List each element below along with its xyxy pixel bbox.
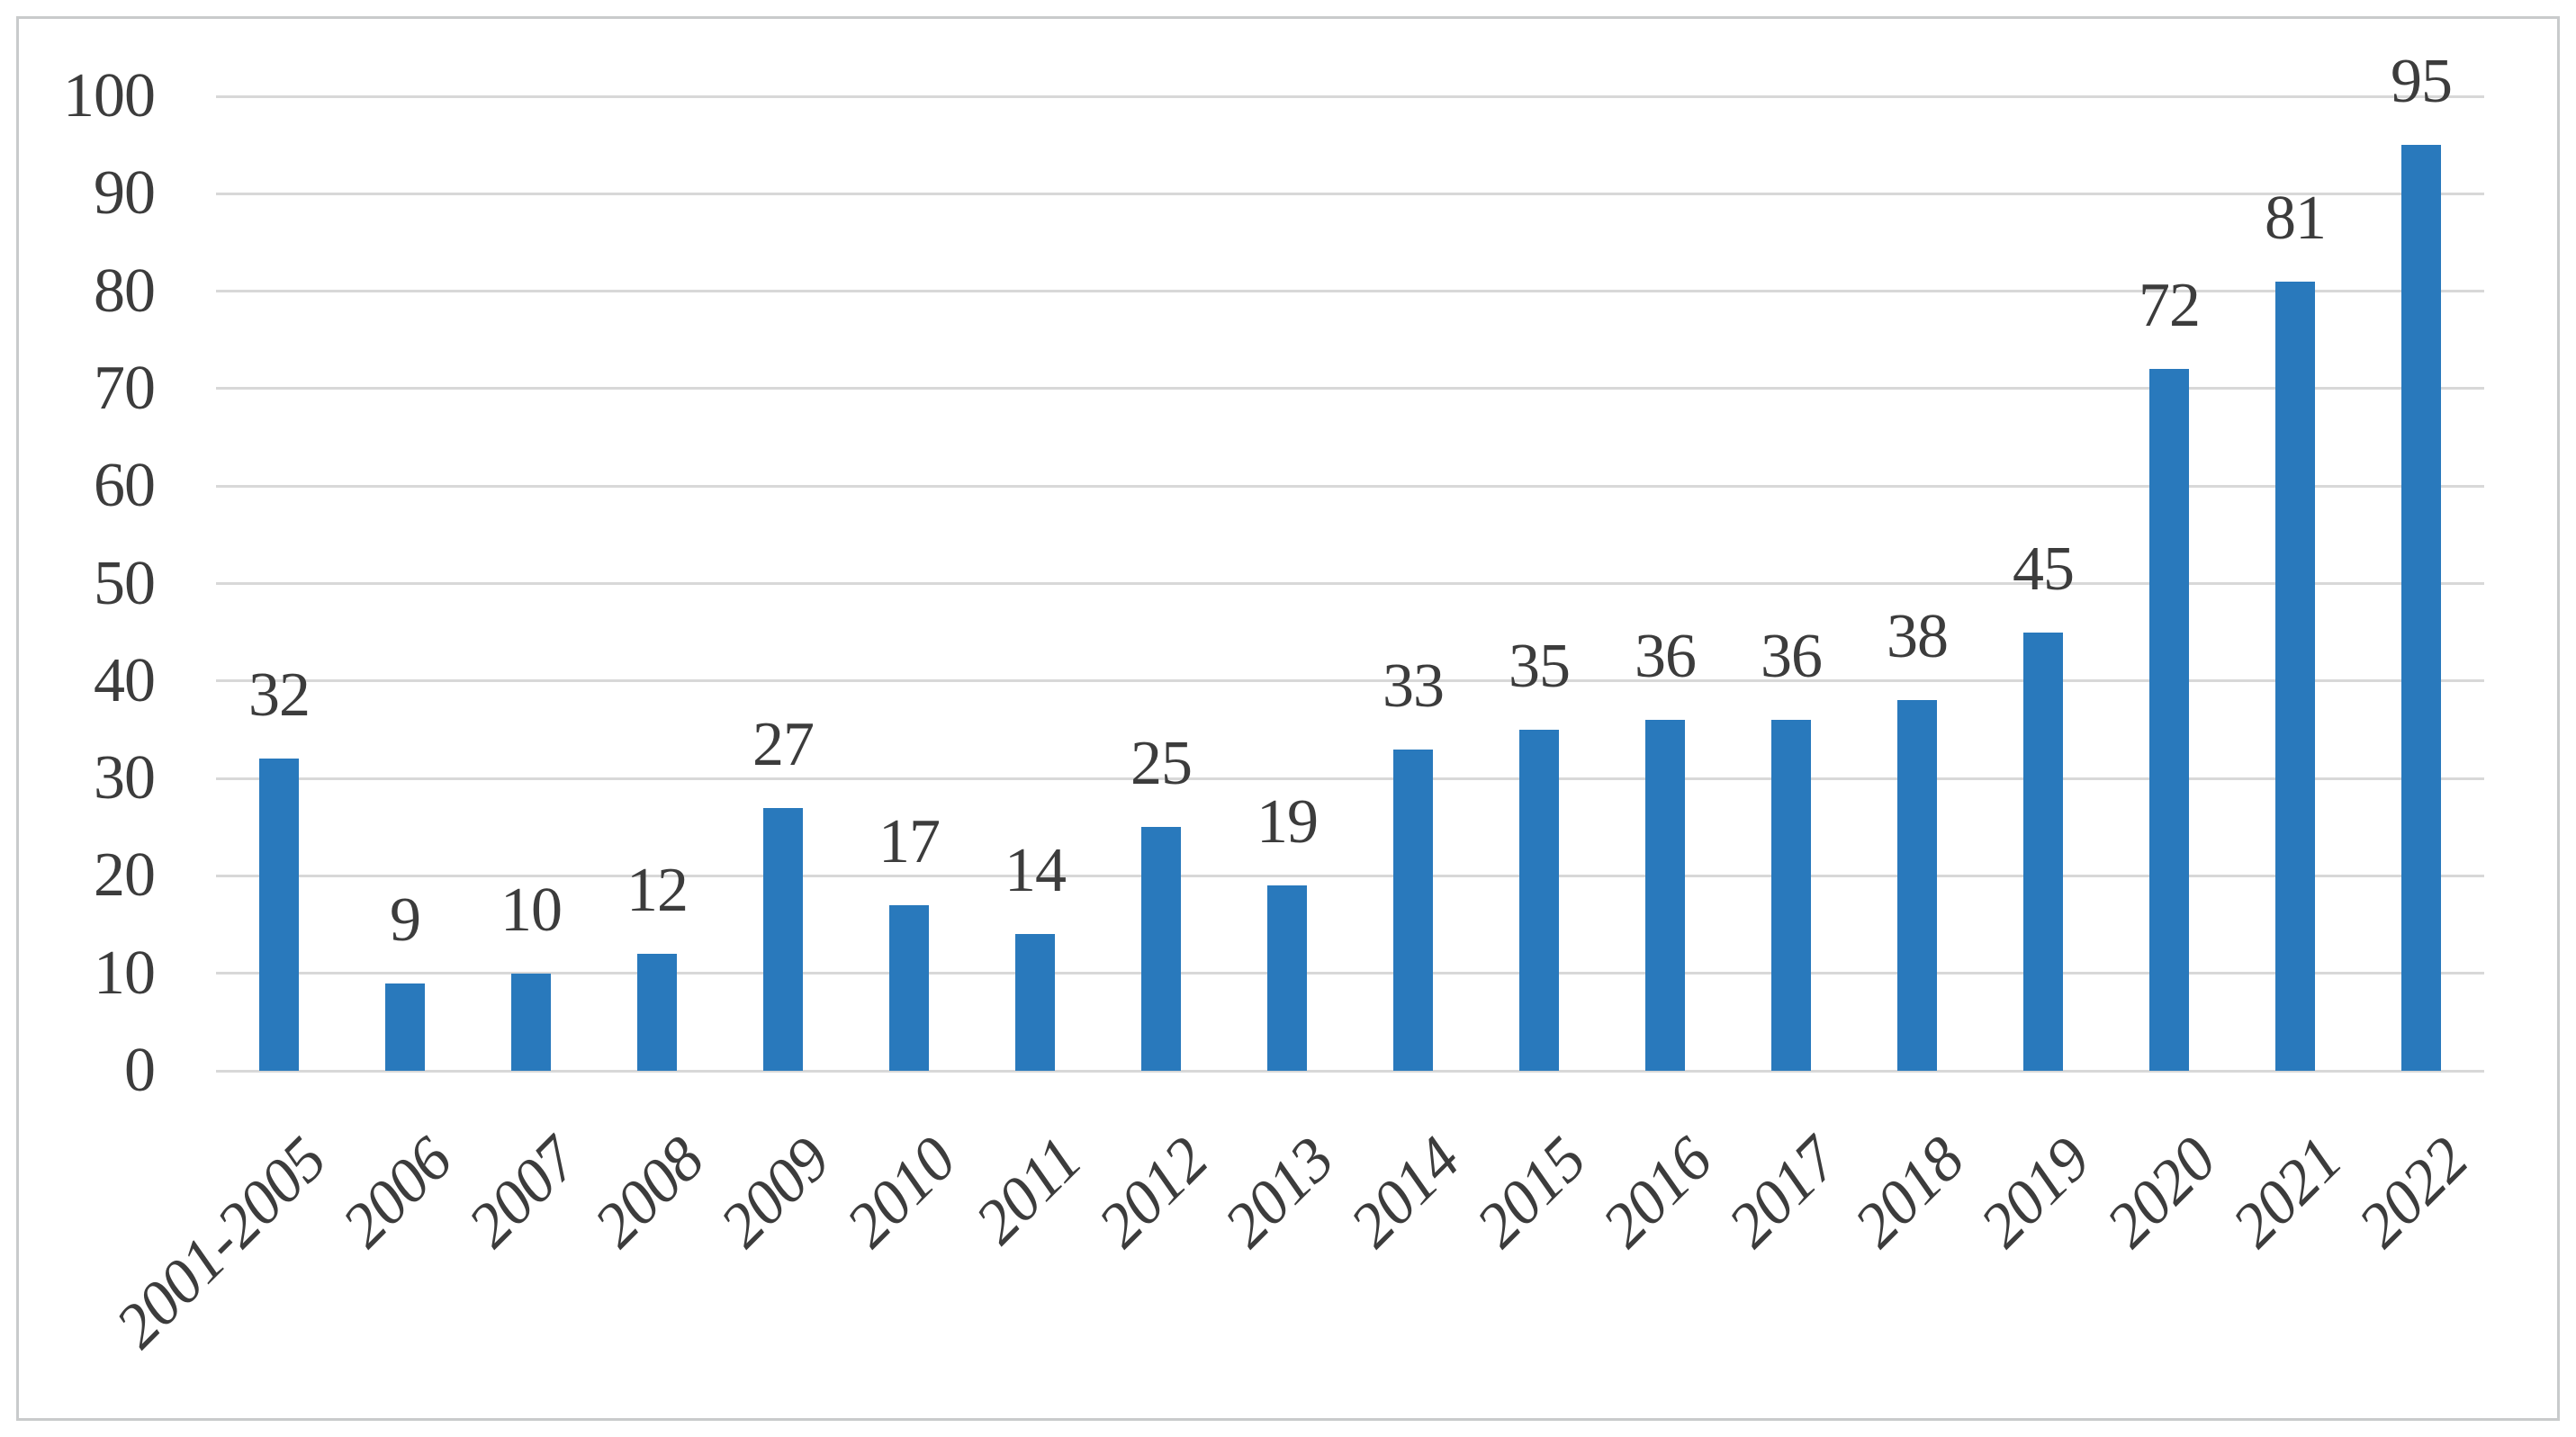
bar-2007 [511,973,551,1071]
bar-2013 [1267,885,1307,1071]
x-axis-tick-label-2016: 2016 [1590,1125,1725,1261]
bar-value-label-2009: 27 [752,709,815,779]
bar-value-label-2016: 36 [1635,622,1697,692]
gridline-50 [216,582,2484,585]
x-axis-tick-label-2010: 2010 [833,1125,969,1261]
y-axis-tick-label-100: 100 [63,61,156,130]
x-axis-tick-label-2006: 2006 [329,1125,465,1261]
bar-2015 [1519,729,1559,1071]
bar-value-label-2010: 17 [878,806,941,876]
bar-2019 [2023,632,2063,1071]
y-axis-tick-label-60: 60 [94,451,156,521]
bar-value-label-2015: 35 [1509,631,1571,701]
x-axis-tick-label-2015: 2015 [1464,1125,1599,1261]
x-axis-tick-label-2007: 2007 [455,1125,591,1261]
gridline-90 [216,192,2484,195]
x-axis-tick-label-2021: 2021 [2220,1125,2355,1261]
y-axis-tick-label-30: 30 [94,743,156,813]
bar-value-label-2013: 19 [1256,787,1319,858]
bar-2011 [1015,934,1055,1071]
gridline-80 [216,290,2484,293]
bar-value-label-2014: 33 [1383,651,1445,721]
bars-layer [216,96,2484,1071]
bar-value-label-2012: 25 [1130,729,1193,799]
bar-value-label-2018: 38 [1887,602,1949,672]
y-axis-tick-label-40: 40 [94,645,156,715]
bar-2022 [2401,145,2441,1071]
bar-value-label-2007: 10 [500,875,563,945]
bar-value-label-2006: 9 [390,885,421,955]
bar-2017 [1771,720,1811,1071]
x-axis-tick-label-2013: 2013 [1211,1125,1347,1261]
x-axis-tick-label-2017: 2017 [1716,1125,1851,1261]
bar-2018 [1897,700,1937,1071]
y-axis-tick-label-0: 0 [124,1036,156,1105]
y-axis-tick-label-50: 50 [94,548,156,618]
x-axis-tick-label-2014: 2014 [1338,1125,1473,1261]
bar-2001-2005 [259,759,299,1071]
plot-area: 32 9 10 12 27 17 14 25 19 33 35 36 36 38 45 72 81 95 [216,50,2484,1073]
bar-2020 [2149,369,2189,1071]
bar-value-label-2008: 12 [626,856,689,926]
bar-2014 [1393,749,1433,1071]
gridline-10 [216,972,2484,975]
bar-value-label-2019: 45 [2013,534,2075,604]
bar-value-label-2011: 14 [1004,836,1067,906]
x-axis-tick-label-2011: 2011 [962,1125,1095,1258]
gridlines-layer [216,94,2484,1073]
x-axis-tick-label-2012: 2012 [1085,1125,1221,1261]
bar-value-label-2017: 36 [1761,622,1823,692]
gridline-60 [216,484,2484,488]
y-axis-tick-label-80: 80 [94,256,156,326]
bar-value-label-2020: 72 [2139,271,2201,341]
y-axis-tick-label-10: 10 [94,938,156,1008]
data-labels-layer: 32 9 10 12 27 17 14 25 19 33 35 36 36 38 45 72 81 95 [216,50,2484,1071]
gridline-30 [216,777,2484,780]
bar-value-label-2001-2005: 32 [248,660,311,731]
gridline-0 [216,1069,2484,1073]
gridline-70 [216,387,2484,391]
x-axis-tick-label-2022: 2022 [2346,1125,2481,1261]
x-axis-tick-label-2001-2005: 2001-2005 [103,1125,339,1361]
gridline-20 [216,874,2484,877]
y-axis-tick-label-20: 20 [94,840,156,911]
chart-frame-border [16,16,2560,1421]
bar-2010 [889,904,929,1071]
x-axis-tick-label-2020: 2020 [2094,1125,2229,1261]
gridline-100 [216,94,2484,98]
x-axis-tick-label-2009: 2009 [707,1125,843,1261]
x-axis-tick-label-2018: 2018 [1842,1125,1977,1261]
y-axis-tick-label-90: 90 [94,158,156,229]
bar-2008 [637,954,677,1071]
bar-2006 [385,983,425,1071]
gridline-40 [216,679,2484,683]
bar-2012 [1141,827,1181,1071]
bar-2016 [1645,720,1685,1071]
x-axis-tick-label-2008: 2008 [581,1125,717,1261]
x-axis-tick-label-2019: 2019 [1968,1125,2103,1261]
bar-value-label-2021: 81 [2265,183,2327,253]
y-axis-tick-label-70: 70 [94,353,156,423]
bar-2021 [2275,281,2315,1071]
bar-2009 [763,807,803,1071]
bar-value-label-2022: 95 [2391,47,2453,117]
